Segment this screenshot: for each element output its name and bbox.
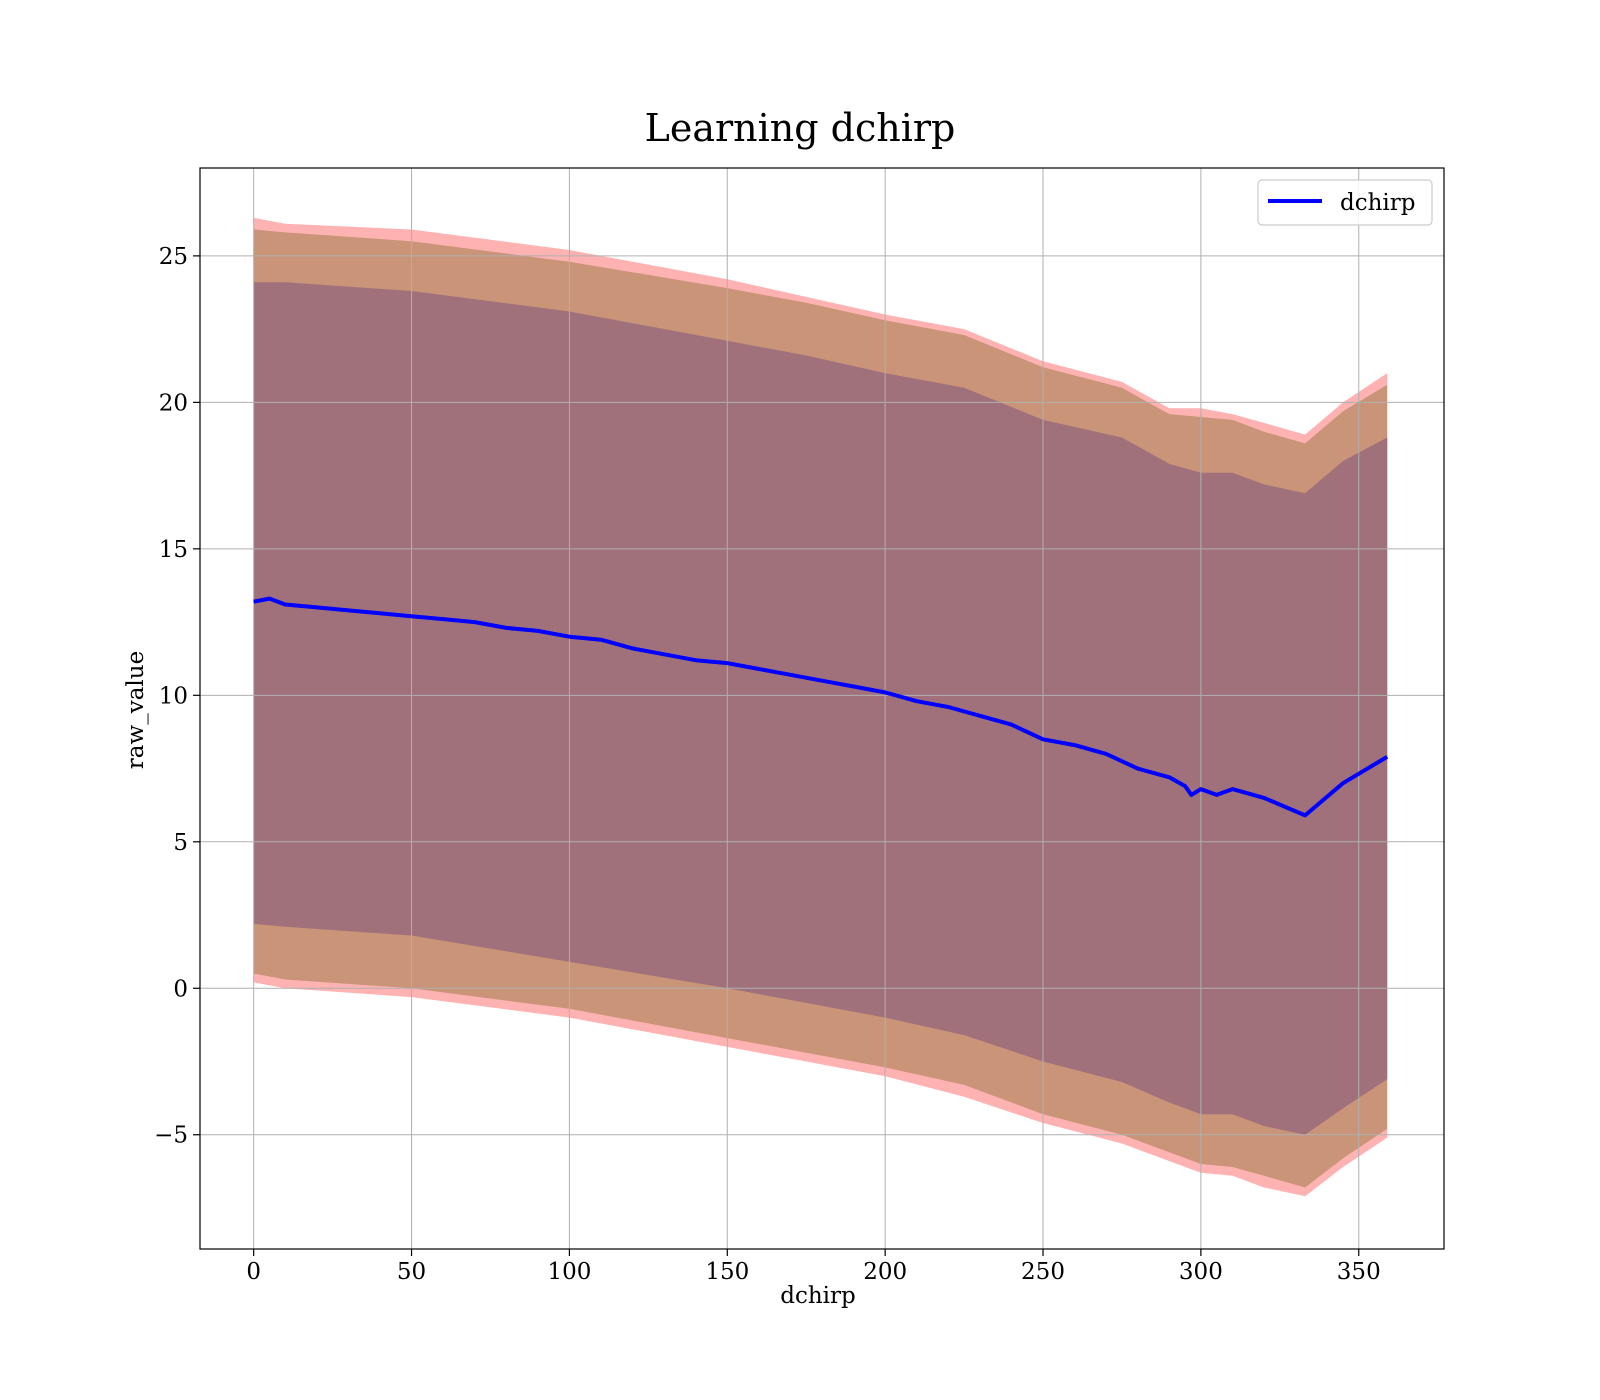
y-tick-label: 5 — [173, 830, 188, 856]
x-tick-label: 0 — [246, 1259, 261, 1285]
y-tick-label: 0 — [173, 976, 188, 1002]
x-tick-label: 250 — [1021, 1259, 1065, 1285]
chart-title: Learning dchirp — [645, 106, 956, 150]
y-tick-label: −5 — [154, 1123, 188, 1149]
x-tick-label: 200 — [863, 1259, 907, 1285]
plot-frame — [199, 167, 1445, 1250]
x-tick-label: 350 — [1337, 1259, 1381, 1285]
x-axis-label: dchirp — [780, 1283, 856, 1309]
legend: dchirp — [1257, 179, 1433, 226]
inner-uncertainty-band — [253, 282, 1388, 1135]
x-tick-label: 300 — [1179, 1259, 1223, 1285]
legend-box — [1257, 179, 1433, 226]
x-tick-label: 150 — [705, 1259, 749, 1285]
y-tick-label: 20 — [159, 390, 188, 416]
plot-area — [200, 168, 1444, 1249]
y-tick-label: 25 — [159, 244, 188, 270]
legend-label-dchirp: dchirp — [1340, 190, 1416, 216]
axis-ticks: 0 50 100 150 200 250 300 350 −5 0 5 10 15 20 25 — [154, 244, 1381, 1285]
x-tick-label: 50 — [397, 1259, 426, 1285]
y-tick-label: 15 — [159, 537, 188, 563]
y-axis-label: raw_value — [123, 651, 149, 769]
series-line-dchirp — [253, 596, 1389, 818]
x-tick-label: 100 — [547, 1259, 591, 1285]
y-tick-label: 10 — [159, 683, 188, 709]
